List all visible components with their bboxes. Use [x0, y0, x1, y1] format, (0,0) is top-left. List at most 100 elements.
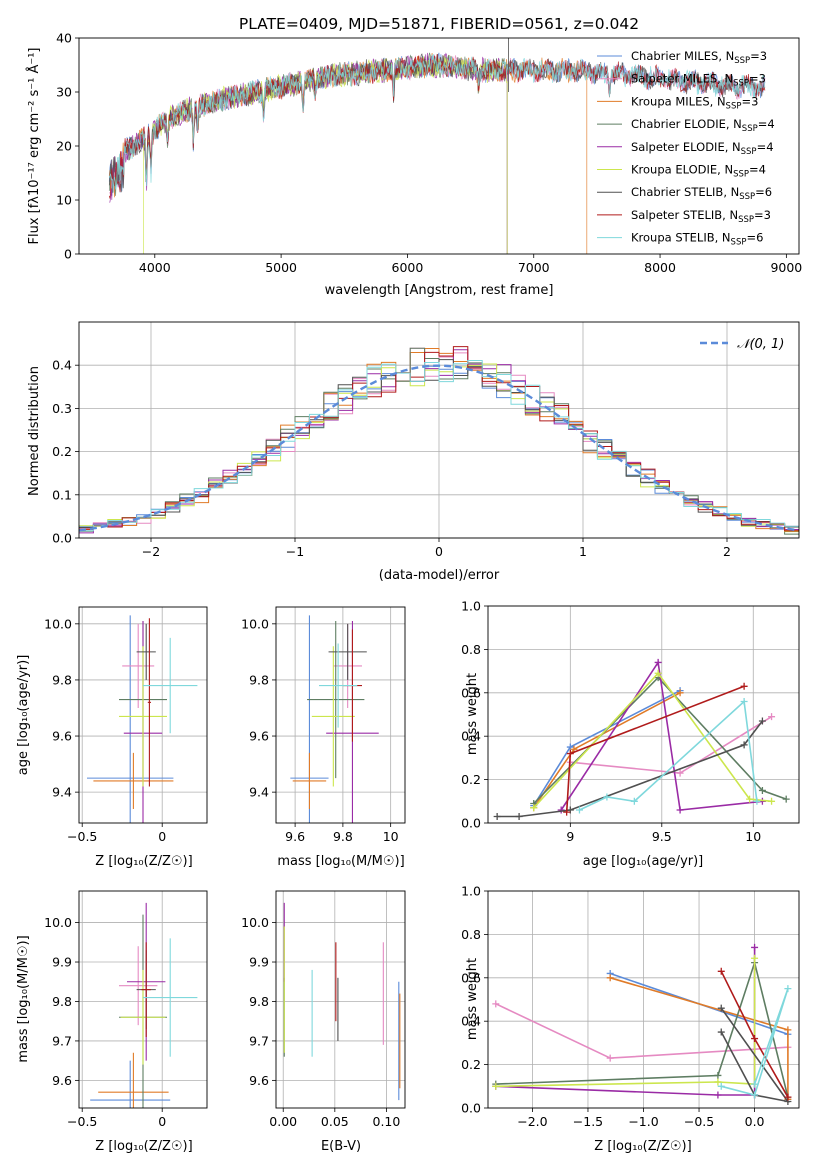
- legend-name: Chabrier MILES, N: [631, 49, 734, 63]
- weight-marker: [768, 797, 776, 805]
- legend-name: Salpeter MILES, N: [631, 72, 733, 86]
- legend-sub: SSP: [731, 238, 747, 248]
- y-tick-label: 10.0: [241, 616, 269, 631]
- weight-marker: [740, 741, 748, 749]
- x-tick-label: −0.5: [684, 1114, 714, 1129]
- legend-entry: Salpeter STELIB, NSSP=3: [631, 208, 771, 225]
- x-tick-label: 0.00: [269, 1114, 297, 1129]
- legend-suffix: =4: [758, 117, 775, 131]
- data-layer: [290, 615, 379, 823]
- weight-marker: [714, 1091, 722, 1099]
- weight-line: [721, 988, 789, 1096]
- weight-marker: [758, 786, 766, 794]
- weight-marker: [784, 985, 792, 993]
- weight-marker: [575, 806, 583, 814]
- weight-marker: [717, 1028, 725, 1036]
- weight-line: [495, 1003, 788, 1059]
- y-tick-label: 0.6: [461, 685, 481, 700]
- x-tick-label: 9: [566, 829, 574, 844]
- weight-marker: [566, 750, 574, 758]
- y-tick-label: 9.9: [249, 955, 269, 970]
- legend-entry: Kroupa ELODIE, NSSP=4: [631, 163, 766, 180]
- age-mass-xlabel: mass [log₁₀(M/M☉)]: [277, 854, 404, 869]
- y-tick-label: 10.0: [44, 616, 72, 631]
- y-tick-label: 10: [56, 193, 72, 208]
- x-tick-label: −2.0: [517, 1114, 547, 1129]
- legend-suffix: =6: [755, 185, 772, 199]
- weight-line: [533, 692, 681, 809]
- y-tick-label: 0.3: [52, 401, 72, 416]
- x-tick-label: −0.5: [67, 1114, 97, 1129]
- residuals-panel: (data-model)/error Normed distribution −…: [27, 321, 800, 583]
- weight-marker: [566, 806, 574, 814]
- y-tick-label: 9.7: [249, 1033, 269, 1048]
- weight-marker: [676, 689, 684, 697]
- weight-Z-plot-area: −2.0 −1.5 −1.0 −0.5 0.0 0.0 0.2 0.4 0.6 0.8 1.0: [461, 884, 800, 1129]
- weight-marker: [654, 658, 662, 666]
- y-tick-label: 9.7: [52, 1033, 72, 1048]
- weight-marker: [740, 697, 748, 705]
- age-mass-plot-area: 9.6 9.8 10 9.4 9.6 9.8 10.0: [241, 606, 406, 844]
- x-tick-label: 0: [435, 544, 443, 559]
- y-tick-label: 0.8: [461, 927, 481, 942]
- y-tick-label: 0.2: [461, 1057, 481, 1072]
- x-tick-label: −1.5: [573, 1114, 603, 1129]
- x-tick-label: 9.8: [333, 829, 353, 844]
- y-tick-label: 9.4: [52, 785, 72, 800]
- legend-suffix: =4: [757, 140, 774, 154]
- weight-marker: [740, 682, 748, 690]
- x-tick-label: 0.0: [745, 1114, 765, 1129]
- legend-sub: SSP: [733, 79, 749, 89]
- legend-name: Chabrier ELODIE, N: [631, 117, 742, 131]
- y-tick-label: 0.0: [461, 816, 481, 831]
- x-tick-label: 0.05: [321, 1114, 349, 1129]
- axes-frame: [78, 606, 208, 824]
- weight-marker: [782, 795, 790, 803]
- weight-marker: [717, 1004, 725, 1012]
- x-tick-label: 8000: [644, 260, 676, 275]
- data-layer: [108, 38, 766, 254]
- legend-suffix: =3: [750, 49, 767, 63]
- legend-entry: Kroupa STELIB, NSSP=6: [631, 231, 763, 248]
- legend-sub: SSP: [733, 170, 749, 180]
- weight-line: [720, 1007, 790, 1103]
- weight-marker: [630, 797, 638, 805]
- y-tick-label: 9.8: [52, 672, 72, 687]
- weight-Z-xlabel: Z [log₁₀(Z/Z☉)]: [594, 1139, 691, 1154]
- weight-line: [495, 958, 756, 1088]
- y-tick-label: 0.4: [461, 729, 481, 744]
- legend-name: Kroupa ELODIE, N: [631, 163, 733, 177]
- weight-marker: [758, 717, 766, 725]
- weight-line: [560, 660, 763, 811]
- weight-marker: [530, 804, 538, 812]
- weight-marker: [603, 793, 611, 801]
- y-tick-label: 9.8: [52, 994, 72, 1009]
- weight-marker: [717, 967, 725, 975]
- mass-Z-xlabel: Z [log₁₀(Z/Z☉)]: [95, 1139, 192, 1154]
- x-tick-label: 0.10: [373, 1114, 401, 1129]
- weight-marker: [714, 1078, 722, 1086]
- data-layer: [90, 902, 198, 1108]
- legend-entry: Chabrier MILES, NSSP=3: [631, 49, 767, 66]
- y-tick-label: 30: [56, 85, 72, 100]
- weight-marker: [784, 1093, 792, 1101]
- weight-age-ylabel: mass weight: [465, 673, 480, 755]
- y-tick-label: 0.2: [52, 444, 72, 459]
- legend-name: Chabrier STELIB, N: [631, 185, 739, 199]
- legend-sub: SSP: [742, 124, 758, 134]
- y-tick-label: 0.1: [52, 487, 72, 502]
- data-layer: [79, 346, 799, 535]
- weight-marker: [751, 1091, 759, 1099]
- legend-suffix: =6: [746, 231, 763, 245]
- y-tick-label: 0.6: [461, 970, 481, 985]
- spectrum-ylabel: Flux [fλ10⁻¹⁷ erg cm⁻² s⁻¹ Å⁻¹]: [26, 48, 42, 245]
- spectrum-line: [143, 55, 508, 254]
- x-tick-label: 9000: [770, 260, 802, 275]
- y-tick-label: 0: [64, 247, 72, 262]
- spectrum-line: [108, 53, 766, 199]
- age-Z-ylabel: age [log₁₀(age/yr)]: [16, 655, 31, 776]
- weight-marker: [557, 806, 565, 814]
- residuals-ylabel: Normed distribution: [27, 366, 42, 496]
- mass-ebv-xlabel: E(B-V): [321, 1139, 361, 1154]
